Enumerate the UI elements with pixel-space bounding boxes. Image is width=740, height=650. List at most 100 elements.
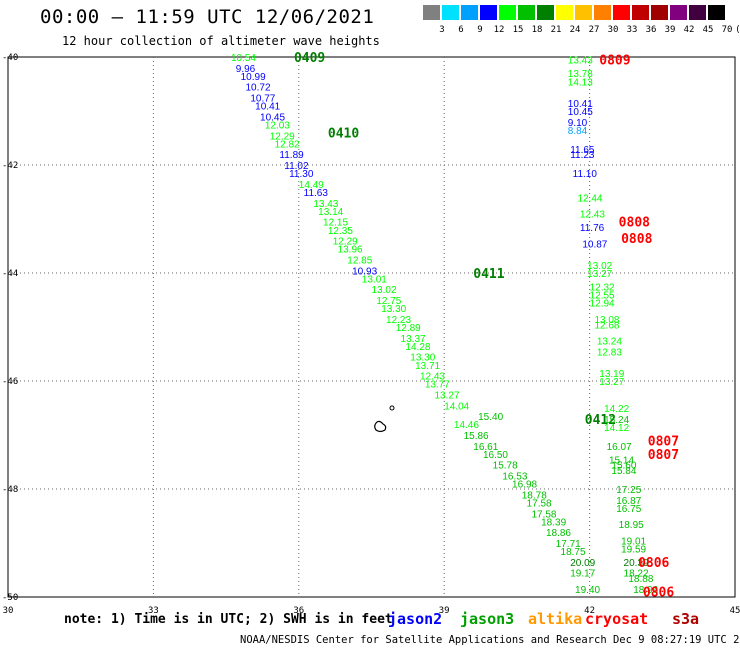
legend-level-label: 15: [512, 25, 524, 35]
wave-height-value: 10.72: [245, 83, 270, 94]
wave-height-value: 12.55: [590, 291, 615, 302]
pass-time-label: 0809: [599, 54, 630, 69]
wave-height-value: 15.84: [611, 466, 636, 477]
satellite-altika: altika: [528, 610, 583, 628]
wave-height-value: 9.10: [568, 118, 588, 129]
wave-height-value: 15.40: [478, 412, 503, 423]
wave-height-value: 13.01: [362, 274, 387, 285]
legend-swatch: [613, 5, 630, 20]
pass-time-label: 0808: [621, 232, 652, 247]
wave-height-value: 10.45: [260, 112, 285, 123]
wave-height-value: 17.58: [531, 509, 556, 520]
pass-time-label: 0808: [619, 216, 650, 231]
map-frame: [7, 56, 736, 598]
pass-time-label: 0807: [648, 448, 679, 463]
wave-height-value: 15.60: [611, 461, 636, 472]
wave-height-value: 18.22: [624, 569, 649, 580]
legend-swatch: [537, 5, 554, 20]
legend-level-label: 18: [531, 25, 543, 35]
pass-time-label: 0409: [294, 51, 325, 66]
lat-tick-label: -46: [2, 377, 18, 387]
wave-height-value: 13.37: [401, 334, 426, 345]
legend-swatch: [442, 5, 459, 20]
wave-height-value: 12.29: [270, 131, 295, 142]
wave-height-value: 11.23: [570, 150, 595, 161]
wave-height-value: 17.71: [556, 539, 581, 550]
legend-unit: (ft): [734, 25, 740, 35]
wave-height-value: 14.49: [299, 180, 324, 191]
island-outline: [389, 405, 395, 411]
wave-height-value: 13.27: [587, 269, 612, 280]
wave-height-value: 10.87: [582, 239, 607, 250]
wave-height-value: 14.28: [405, 342, 430, 353]
legend-level-label: 39: [664, 25, 676, 35]
wave-height-value: 12.82: [275, 139, 300, 150]
wave-height-value: 17.25: [616, 485, 641, 496]
wave-height-value: 12.89: [396, 323, 421, 334]
wave-height-value: 14.13: [568, 77, 593, 88]
lon-tick-label: 45: [730, 606, 740, 616]
wave-height-value: 14.12: [604, 423, 629, 434]
wave-height-value: 19.01: [621, 536, 646, 547]
wave-height-value: 13.27: [435, 391, 460, 402]
wave-height-value: 11.30: [289, 169, 314, 180]
wave-height-value: 18.88: [628, 574, 653, 585]
wave-height-value: 19.17: [570, 569, 595, 580]
lat-tick-label: -48: [2, 485, 18, 495]
wave-height-value: 12.43: [420, 372, 445, 383]
wave-height-value: 12.15: [323, 218, 348, 229]
wave-height-value: 17.58: [527, 499, 552, 510]
satellite-jason3: jason3: [460, 610, 515, 628]
wave-height-value: 10.45: [568, 107, 593, 118]
legend-swatch: [461, 5, 478, 20]
pass-time-label: 0807: [648, 434, 679, 449]
wave-height-value: 13.14: [318, 207, 343, 218]
legend-swatch: [575, 5, 592, 20]
page-title: 00:00 – 11:59 UTC 12/06/2021: [40, 6, 375, 28]
wave-height-value: 12.43: [580, 210, 605, 221]
wave-height-value: 13.78: [568, 69, 593, 80]
lat-tick-label: -40: [2, 53, 18, 63]
wave-height-value: 12.35: [328, 226, 353, 237]
pass-time-label: 0410: [328, 127, 359, 142]
wave-height-value: 14.04: [444, 401, 469, 412]
wave-height-value: 12.03: [265, 121, 290, 132]
wave-height-value: 11.89: [279, 150, 304, 161]
pass-time-label: 0806: [643, 586, 674, 601]
legend-swatch: [594, 5, 611, 20]
wave-height-value: 13.30: [381, 304, 406, 315]
wave-height-value: 11.10: [573, 169, 598, 180]
wave-height-value: 16.50: [483, 450, 508, 461]
legend-swatch: [499, 5, 516, 20]
wave-height-value: 12.83: [597, 347, 622, 358]
wave-height-value: 15.24: [604, 415, 629, 426]
legend-swatch: [480, 5, 497, 20]
wave-height-value: 13.77: [425, 380, 450, 391]
wave-height-value: 19.59: [621, 544, 646, 555]
wave-height-value: 15.14: [609, 455, 634, 466]
wave-height-value: 16.87: [616, 496, 641, 507]
legend-swatch: [670, 5, 687, 20]
wave-height-value: 10.41: [568, 99, 593, 110]
legend-level-label: 42: [683, 25, 695, 35]
pass-time-label: 0411: [473, 267, 504, 282]
footer-credit: NOAA/NESDIS Center for Satellite Applica…: [240, 634, 740, 646]
wave-height-value: 15.78: [493, 461, 518, 472]
wave-height-value: 10.41: [255, 102, 280, 113]
wave-height-value: 15.86: [464, 431, 489, 442]
wave-height-value: 10.77: [250, 94, 275, 105]
legend-swatch: [689, 5, 706, 20]
wave-height-value: 16.07: [607, 442, 632, 453]
wave-height-value: 10.54: [231, 53, 256, 64]
wave-height-value: 13.43: [568, 56, 593, 67]
wave-height-value: 12.75: [376, 296, 401, 307]
wave-height-value: 16.61: [473, 442, 498, 453]
wave-height-value: 20.09: [570, 558, 595, 569]
lon-tick-label: 42: [584, 606, 595, 616]
wave-height-value: 12.94: [590, 299, 615, 310]
wave-height-value: 13.43: [313, 199, 338, 210]
legend-swatch: [556, 5, 573, 20]
legend-level-label: 6: [458, 25, 464, 35]
wave-height-value: 18.75: [561, 547, 586, 558]
